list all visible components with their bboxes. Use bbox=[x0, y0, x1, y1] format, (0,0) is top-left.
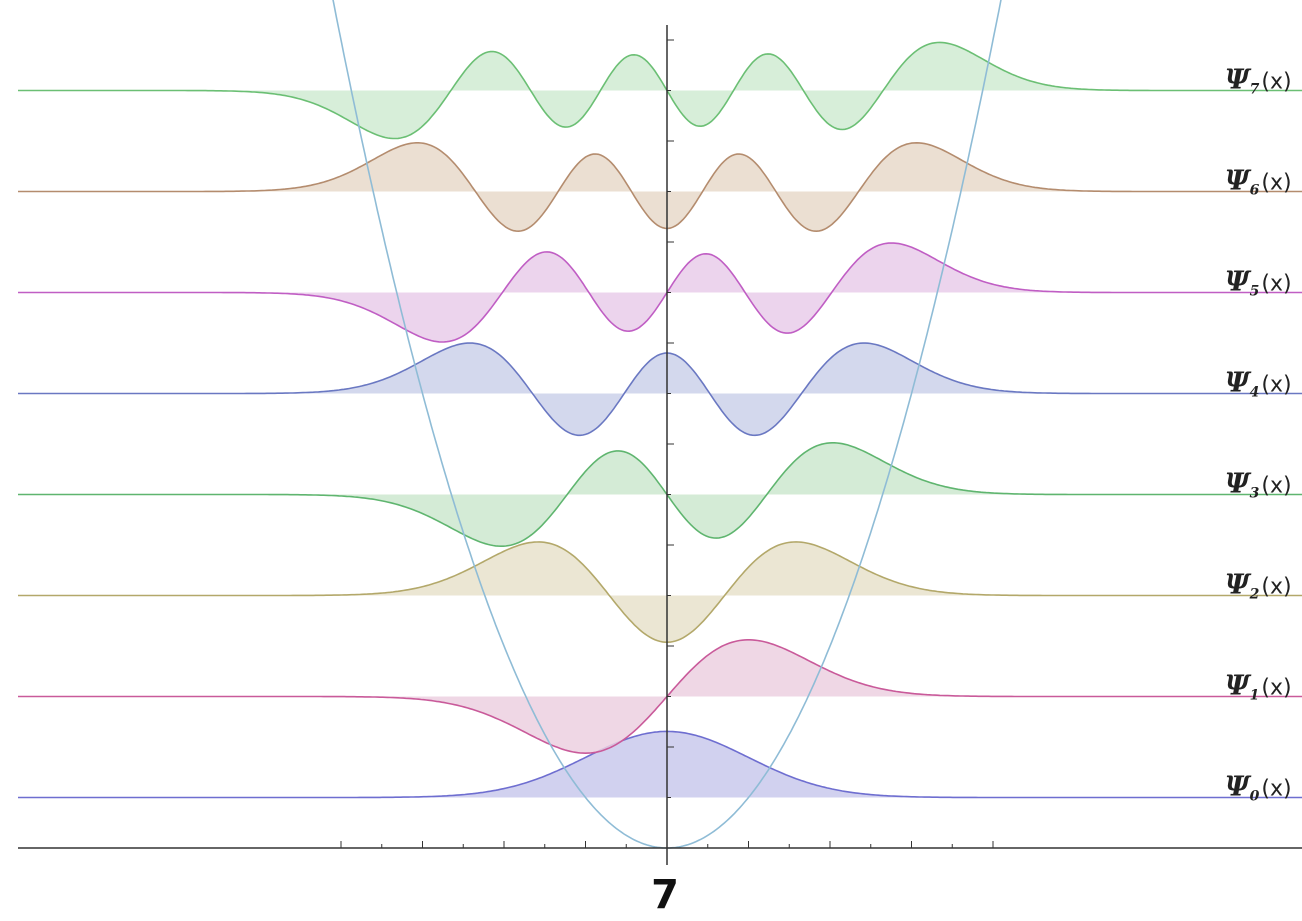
wavefunction-fill-2 bbox=[18, 541, 1302, 643]
wavefunction-curve-5 bbox=[18, 242, 1302, 343]
psi-label-4: Ψ4(x) bbox=[1225, 368, 1292, 401]
psi-label-1: Ψ1(x) bbox=[1225, 671, 1292, 704]
wavefunction-curve-7 bbox=[18, 41, 1302, 140]
wavefunction-fill-3 bbox=[18, 442, 1302, 547]
wavefunction-group-2 bbox=[18, 541, 1302, 643]
psi-label-3: Ψ3(x) bbox=[1225, 469, 1292, 502]
wavefunction-fill-6 bbox=[18, 142, 1302, 232]
wavefunction-curve-2 bbox=[18, 541, 1302, 643]
wavefunction-fill-5 bbox=[18, 243, 1302, 342]
potential-curve bbox=[332, 0, 1002, 849]
psi-label-7: Ψ7(x) bbox=[1225, 65, 1292, 98]
wavefunction-curve-1 bbox=[18, 639, 1302, 755]
wavefunction-curve-4 bbox=[18, 342, 1302, 437]
wavefunction-group-4 bbox=[18, 342, 1302, 437]
page-number: 7 bbox=[651, 872, 679, 918]
wavefunction-fill-1 bbox=[18, 639, 1302, 754]
wavefunction-group-6 bbox=[18, 141, 1302, 233]
wavefunction-group-1 bbox=[18, 639, 1302, 755]
wavefunction-group-0 bbox=[18, 730, 1302, 799]
psi-label-2: Ψ2(x) bbox=[1225, 570, 1292, 603]
wavefunction-fill-4 bbox=[18, 343, 1302, 436]
psi-label-5: Ψ5(x) bbox=[1225, 267, 1292, 300]
wavefunction-curve-0 bbox=[18, 730, 1302, 799]
wavefunction-group-5 bbox=[18, 242, 1302, 343]
wavefunction-group-7 bbox=[18, 41, 1302, 140]
wavefunction-group-3 bbox=[18, 442, 1302, 547]
psi-label-6: Ψ6(x) bbox=[1225, 166, 1292, 199]
wavefunction-curve-3 bbox=[18, 442, 1302, 547]
wavefunction-curve-6 bbox=[18, 141, 1302, 233]
psi-label-0: Ψ0(x) bbox=[1225, 772, 1292, 805]
wavefunction-fill-0 bbox=[18, 731, 1302, 798]
